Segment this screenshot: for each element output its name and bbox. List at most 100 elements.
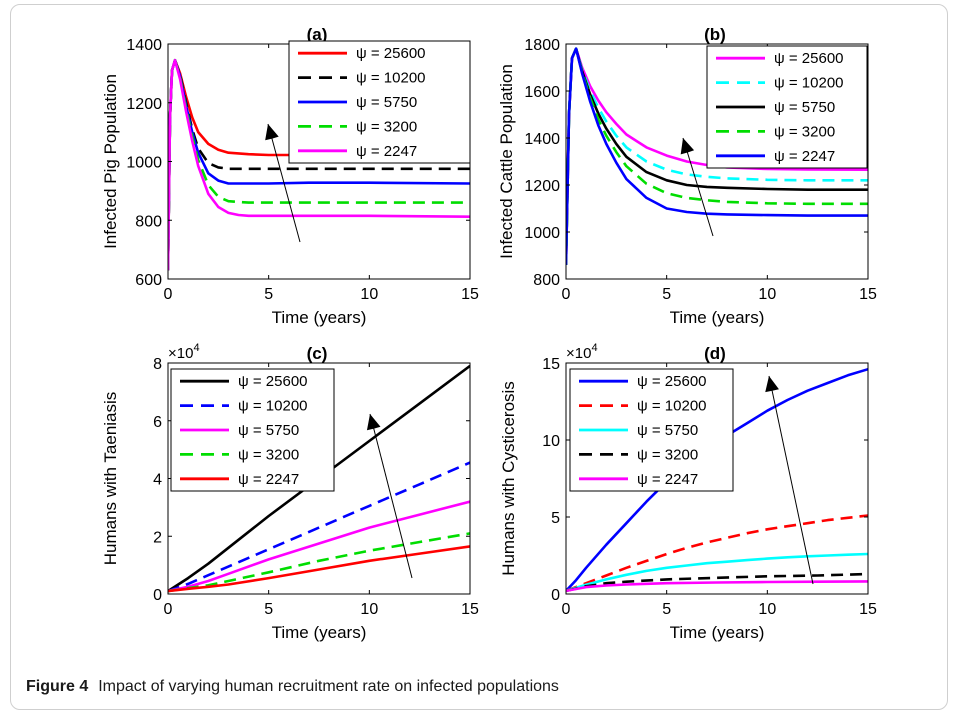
legend: ψ = 25600 ψ = 10200 ψ = 5750 ψ = 3200 ψ = 22… bbox=[170, 368, 335, 492]
legend-label: ψ = 2247 bbox=[774, 148, 835, 165]
panel-title: (b) bbox=[704, 25, 726, 44]
y-tick-label: 800 bbox=[533, 272, 560, 289]
series-line-3 bbox=[566, 552, 868, 593]
panel-title: (a) bbox=[307, 25, 328, 44]
y-tick-label: 1800 bbox=[524, 37, 560, 54]
y-axis-multiplier: ×104 bbox=[566, 342, 598, 362]
chart-panel-b: 0 5 10 15 800 1000 1200 1400 1600 1800 Time (years… bbox=[497, 25, 877, 327]
chart-panel-c: 0 5 10 15 0 2 4 6 8 Time (years) Humans with Taeni… bbox=[101, 342, 479, 642]
axes-box bbox=[565, 43, 869, 280]
legend-label: ψ = 25600 bbox=[238, 373, 308, 390]
legend-label: ψ = 25600 bbox=[637, 373, 707, 390]
x-tick-label: 10 bbox=[360, 601, 378, 618]
x-axis-label: Time (years) bbox=[272, 308, 367, 327]
legend: ψ = 25600 ψ = 10200 ψ = 5750 ψ = 3200 ψ = 22… bbox=[288, 40, 471, 164]
legend-label: ψ = 3200 bbox=[356, 118, 417, 135]
x-tick-label: 5 bbox=[264, 601, 273, 618]
x-axis-label: Time (years) bbox=[670, 623, 765, 642]
y-axis-multiplier: ×104 bbox=[168, 342, 200, 362]
x-axis-label: Time (years) bbox=[272, 623, 367, 642]
x-tick-label: 0 bbox=[164, 601, 173, 618]
series-line-5 bbox=[566, 47, 868, 265]
x-tick-label: 5 bbox=[662, 601, 671, 618]
y-tick-label: 1000 bbox=[126, 155, 162, 172]
multiplier-base: ×10 bbox=[168, 345, 193, 362]
legend-label: ψ = 10200 bbox=[774, 75, 844, 92]
x-tick-label: 15 bbox=[859, 601, 877, 618]
axes-box bbox=[565, 362, 869, 595]
x-tick-label: 15 bbox=[859, 286, 877, 303]
legend-label: ψ = 2247 bbox=[238, 471, 299, 488]
trend-arrow-shaft bbox=[267, 123, 301, 243]
multiplier-base: ×10 bbox=[566, 345, 591, 362]
y-tick-label: 4 bbox=[153, 472, 162, 489]
series-line-3 bbox=[168, 500, 470, 593]
series-line-5 bbox=[566, 580, 868, 593]
y-tick-label: 1400 bbox=[524, 131, 560, 148]
chart-panel-d: 0 5 10 15 0 5 10 15 Time (years) Humans with Cyst… bbox=[499, 342, 877, 642]
legend-label: ψ = 25600 bbox=[774, 50, 844, 67]
series-line-1 bbox=[168, 364, 470, 593]
legend-label: ψ = 3200 bbox=[637, 446, 698, 463]
series-line-5 bbox=[168, 58, 470, 271]
x-axis-label: Time (years) bbox=[670, 308, 765, 327]
x-tick-label: 0 bbox=[562, 601, 571, 618]
x-tick-label: 15 bbox=[461, 601, 479, 618]
y-tick-label: 15 bbox=[542, 356, 560, 373]
y-tick-label: 1200 bbox=[524, 178, 560, 195]
legend-label: ψ = 25600 bbox=[356, 45, 426, 62]
trend-arrow-head bbox=[765, 376, 779, 393]
trend-arrow-head bbox=[265, 124, 279, 141]
series-line-2 bbox=[168, 58, 470, 271]
legend-label: ψ = 3200 bbox=[774, 123, 835, 140]
y-tick-label: 2 bbox=[153, 529, 162, 546]
y-axis-label: Infected Cattle Population bbox=[497, 64, 516, 259]
y-tick-label: 6 bbox=[153, 414, 162, 431]
trend-arrow-head bbox=[366, 414, 381, 431]
panel-title: (d) bbox=[704, 344, 726, 363]
series-line-2 bbox=[566, 514, 868, 593]
trend-arrow-shaft bbox=[768, 375, 814, 585]
figure-caption: Figure 4 Impact of varying human recruitm… bbox=[26, 678, 559, 696]
figure-frame bbox=[10, 4, 948, 710]
x-tick-label: 15 bbox=[461, 286, 479, 303]
multiplier-exponent: 4 bbox=[591, 342, 597, 354]
caption-label: Figure 4 bbox=[26, 678, 89, 695]
y-tick-label: 8 bbox=[153, 356, 162, 373]
y-tick-label: 0 bbox=[551, 587, 560, 604]
y-tick-label: 5 bbox=[551, 510, 560, 527]
y-tick-label: 800 bbox=[135, 213, 162, 230]
trend-arrow-shaft bbox=[682, 137, 714, 237]
x-tick-label: 10 bbox=[758, 286, 776, 303]
legend-label: ψ = 5750 bbox=[356, 94, 417, 111]
legend-label: ψ = 3200 bbox=[238, 446, 299, 463]
x-tick-label: 10 bbox=[758, 601, 776, 618]
x-tick-label: 5 bbox=[264, 286, 273, 303]
y-tick-label: 0 bbox=[153, 587, 162, 604]
trend-arrow-head bbox=[680, 138, 695, 155]
legend-label: ψ = 2247 bbox=[356, 143, 417, 160]
legend: ψ = 25600 ψ = 10200 ψ = 5750 ψ = 3200 ψ = 22… bbox=[706, 45, 868, 169]
legend-label: ψ = 5750 bbox=[238, 422, 299, 439]
y-tick-label: 600 bbox=[135, 272, 162, 289]
legend: ψ = 25600 ψ = 10200 ψ = 5750 ψ = 3200 ψ = 22… bbox=[569, 368, 734, 492]
multiplier-exponent: 4 bbox=[193, 342, 199, 354]
series-line-2 bbox=[168, 461, 470, 593]
y-tick-label: 1200 bbox=[126, 96, 162, 113]
chart-panel-a: 0 5 10 15 600 800 1000 1200 1400 Time (years) Infe… bbox=[101, 25, 479, 327]
x-tick-label: 0 bbox=[562, 286, 571, 303]
y-tick-label: 1000 bbox=[524, 225, 560, 242]
y-tick-label: 1600 bbox=[524, 84, 560, 101]
series-group bbox=[168, 364, 470, 593]
trend-arrow-shaft bbox=[369, 413, 413, 579]
y-tick-label: 10 bbox=[542, 433, 560, 450]
series-line-5 bbox=[168, 545, 470, 593]
caption-text: Impact of varying human recruitment rate… bbox=[98, 678, 559, 695]
legend-label: ψ = 5750 bbox=[637, 422, 698, 439]
x-tick-label: 10 bbox=[360, 286, 378, 303]
y-tick-label: 1400 bbox=[126, 37, 162, 54]
legend-label: ψ = 2247 bbox=[637, 471, 698, 488]
x-tick-label: 5 bbox=[662, 286, 671, 303]
legend-label: ψ = 10200 bbox=[356, 70, 426, 87]
